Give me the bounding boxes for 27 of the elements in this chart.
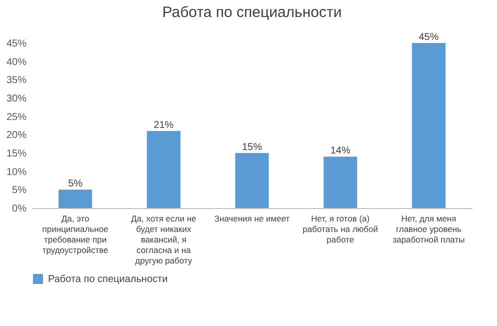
y-tick-label: 25%: [6, 112, 27, 123]
bar: [412, 43, 446, 208]
chart-title: Работа по специальности: [162, 4, 342, 21]
x-tick-label: Нет, для меня главное уровень заработной платы: [392, 214, 465, 244]
y-tick-label: 30%: [6, 94, 27, 104]
y-tick-label: 40%: [6, 56, 27, 68]
y-tick-label: 45%: [6, 38, 27, 50]
bar: [324, 156, 358, 208]
data-label: 5%: [68, 178, 83, 190]
x-tick-label: Значения не имеет: [214, 214, 290, 224]
data-label: 14%: [330, 146, 350, 157]
data-label: 45%: [418, 32, 439, 43]
x-tick-label: Нет, я готов (а) работать на любой работе: [302, 214, 378, 244]
y-tick-label: 0%: [12, 204, 27, 214]
y-tick-label: 10%: [6, 166, 27, 178]
y-tick-label: 20%: [6, 130, 27, 142]
x-tick-label: Да, это принципиальное требование при трудоустройстве: [42, 214, 109, 255]
data-label: 21%: [154, 120, 174, 131]
data-label: 15%: [242, 142, 262, 153]
y-tick-label: 15%: [6, 148, 27, 160]
bar: [235, 153, 269, 208]
legend-label: Работа по специальности: [48, 274, 168, 285]
bar: [58, 190, 92, 208]
y-tick-label: 35%: [6, 75, 27, 86]
y-tick-label: 5%: [12, 185, 27, 196]
x-tick-label: Да, хотя если не будет никаких вакансий, я согласна и на другую работу: [131, 214, 197, 266]
bar: [146, 131, 180, 208]
